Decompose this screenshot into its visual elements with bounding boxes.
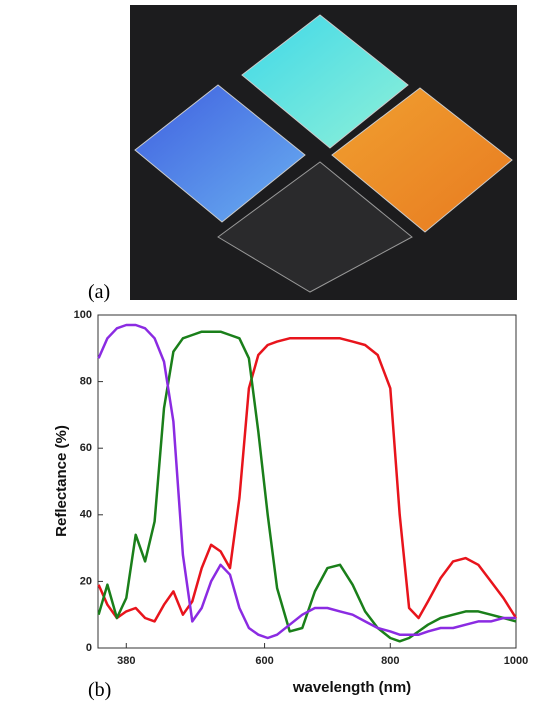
figure: (a) (b) wavelength (nm) Reflectance (%) … — [0, 0, 537, 703]
x-axis-label: wavelength (nm) — [292, 679, 411, 696]
y-tick-label: 60 — [80, 442, 92, 454]
y-tick-label: 40 — [80, 509, 92, 521]
line — [99, 338, 516, 621]
line — [99, 325, 516, 638]
x-tick-label: 380 — [117, 655, 135, 667]
y-tick-label: 100 — [74, 309, 92, 321]
x-tick-label: 600 — [255, 655, 273, 667]
line — [99, 332, 516, 642]
y-tick-label: 20 — [80, 575, 92, 587]
y-axis-label: Reflectance (%) — [53, 425, 70, 537]
plot-frame — [98, 315, 516, 648]
x-tick-label: 800 — [381, 655, 399, 667]
photo — [130, 5, 517, 300]
x-tick-label: 1000 — [504, 655, 528, 667]
panel-label: (b) — [88, 679, 111, 701]
panel-label: (a) — [88, 281, 110, 303]
y-tick-label: 80 — [80, 376, 92, 388]
y-tick-label: 0 — [86, 642, 92, 654]
